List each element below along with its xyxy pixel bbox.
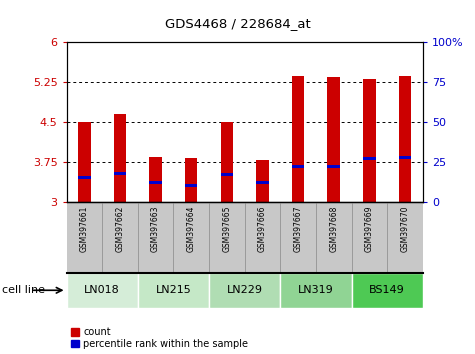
Bar bbox=[220, 122, 233, 202]
Text: GSM397670: GSM397670 bbox=[400, 205, 409, 252]
Bar bbox=[292, 165, 304, 168]
Bar bbox=[185, 158, 198, 202]
Text: LN018: LN018 bbox=[84, 285, 120, 295]
Bar bbox=[209, 273, 280, 308]
Bar bbox=[363, 157, 376, 160]
Text: GSM397664: GSM397664 bbox=[187, 205, 196, 252]
Bar bbox=[138, 273, 209, 308]
Bar bbox=[78, 176, 91, 179]
Legend: count, percentile rank within the sample: count, percentile rank within the sample bbox=[71, 327, 248, 349]
Bar bbox=[256, 160, 269, 202]
Bar bbox=[256, 181, 269, 184]
Bar bbox=[114, 114, 126, 202]
Text: LN319: LN319 bbox=[298, 285, 334, 295]
Text: BS149: BS149 bbox=[369, 285, 405, 295]
Bar bbox=[327, 165, 340, 168]
Bar bbox=[399, 76, 411, 202]
Text: GSM397667: GSM397667 bbox=[294, 205, 303, 252]
Text: GSM397669: GSM397669 bbox=[365, 205, 374, 252]
Text: LN229: LN229 bbox=[227, 285, 263, 295]
Bar bbox=[78, 122, 91, 202]
Text: GDS4468 / 228684_at: GDS4468 / 228684_at bbox=[165, 17, 310, 30]
Bar bbox=[352, 273, 423, 308]
Text: GSM397666: GSM397666 bbox=[258, 205, 267, 252]
Text: GSM397668: GSM397668 bbox=[329, 205, 338, 252]
Text: GSM397663: GSM397663 bbox=[151, 205, 160, 252]
Text: cell line: cell line bbox=[2, 285, 46, 295]
Text: GSM397665: GSM397665 bbox=[222, 205, 231, 252]
Bar bbox=[114, 172, 126, 175]
Bar bbox=[363, 79, 376, 202]
Bar bbox=[399, 156, 411, 159]
Bar bbox=[220, 173, 233, 176]
Bar bbox=[280, 273, 352, 308]
Bar bbox=[292, 76, 304, 202]
Bar bbox=[185, 184, 198, 187]
Bar bbox=[149, 156, 162, 202]
Bar bbox=[327, 77, 340, 202]
Bar bbox=[66, 273, 138, 308]
Text: GSM397661: GSM397661 bbox=[80, 205, 89, 252]
Text: LN215: LN215 bbox=[155, 285, 191, 295]
Bar bbox=[149, 181, 162, 184]
Text: GSM397662: GSM397662 bbox=[115, 205, 124, 252]
